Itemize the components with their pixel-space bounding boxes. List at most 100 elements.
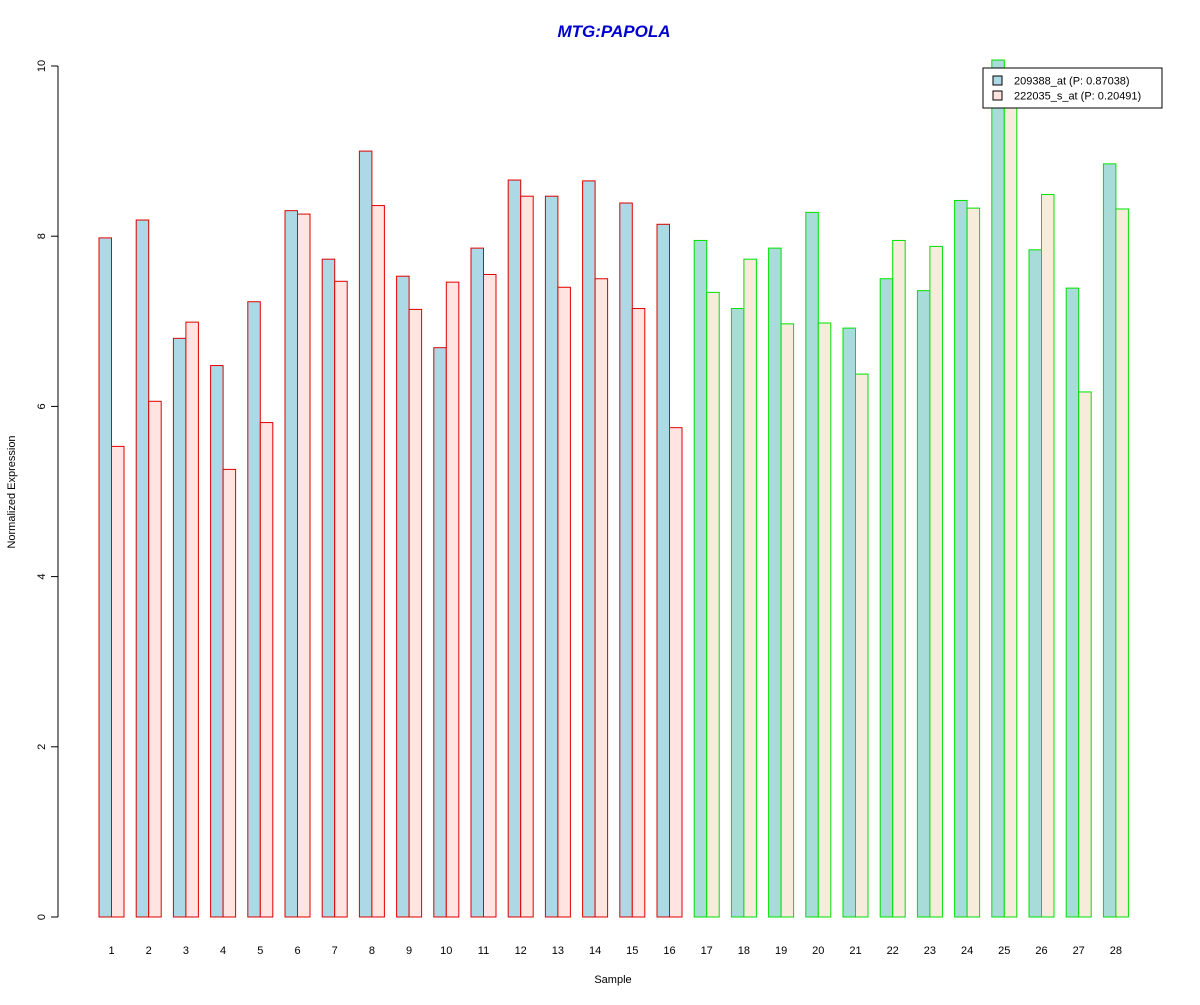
bar-222035-s-at xyxy=(594,278,609,918)
bar-209388-at xyxy=(656,223,670,918)
x-tick-label: 16 xyxy=(663,945,675,957)
y-tick-label: 0 xyxy=(36,914,48,920)
y-tick-label: 10 xyxy=(36,60,48,72)
bar-222035-s-at xyxy=(259,422,274,918)
bar-209388-at xyxy=(433,347,447,918)
bar-209388-at xyxy=(1065,287,1080,918)
x-tick-label: 10 xyxy=(440,945,452,957)
bar-222035-s-at xyxy=(483,273,497,918)
x-tick-label: 22 xyxy=(887,945,899,957)
x-tick-label: 27 xyxy=(1073,945,1085,957)
bars-layer xyxy=(98,59,1129,918)
x-tick-label: 28 xyxy=(1110,945,1122,957)
bar-222035-s-at xyxy=(929,245,943,918)
bar-209388-at xyxy=(321,258,336,918)
bar-222035-s-at xyxy=(334,280,348,918)
bar-222035-s-at xyxy=(297,213,311,918)
x-axis-label: Sample xyxy=(594,974,631,986)
x-tick-label: 5 xyxy=(257,945,263,957)
x-tick-label: 20 xyxy=(812,945,824,957)
chart-title: MTG:PAPOLA xyxy=(557,22,670,41)
bar-209388-at xyxy=(842,327,856,918)
bar-209388-at xyxy=(396,275,410,918)
bar-222035-s-at xyxy=(1003,91,1018,918)
bar-222035-s-at xyxy=(520,195,534,918)
bar-222035-s-at xyxy=(185,321,199,918)
x-tick-label: 6 xyxy=(294,945,300,957)
bar-222035-s-at xyxy=(222,468,237,918)
x-tick-label: 11 xyxy=(478,945,489,957)
x-tick-label: 8 xyxy=(369,945,375,957)
bar-222035-s-at xyxy=(445,281,460,918)
x-tick-label: 15 xyxy=(626,945,638,957)
legend-swatch xyxy=(992,75,1003,86)
bar-209388-at xyxy=(210,365,224,918)
x-tick-label: 18 xyxy=(738,945,750,957)
x-tick-label: 13 xyxy=(552,945,564,957)
bar-209388-at xyxy=(582,180,596,918)
bar-222035-s-at xyxy=(557,286,571,918)
bar-222035-s-at xyxy=(111,445,125,918)
bar-222035-s-at xyxy=(780,323,795,918)
legend-box xyxy=(982,67,1163,109)
bar-222035-s-at xyxy=(371,205,385,918)
y-tick-label: 4 xyxy=(36,574,48,580)
bar-222035-s-at xyxy=(966,207,981,918)
bar-209388-at xyxy=(284,210,298,918)
x-tick-label: 3 xyxy=(183,945,189,957)
x-tick-label: 21 xyxy=(849,945,861,957)
bar-222035-s-at xyxy=(1078,391,1092,918)
x-tick-label: 2 xyxy=(146,945,152,957)
bar-222035-s-at xyxy=(408,308,423,918)
x-tick-label: 17 xyxy=(701,945,713,957)
bar-222035-s-at xyxy=(892,239,906,918)
bar-209388-at xyxy=(768,247,782,918)
legend-swatch xyxy=(992,90,1003,101)
bar-222035-s-at xyxy=(817,322,832,918)
bar-209388-at xyxy=(916,290,931,918)
bar-209388-at xyxy=(358,150,373,918)
y-axis-label: Normalized Expression xyxy=(6,435,18,548)
bar-209388-at xyxy=(954,199,968,918)
x-tick-label: 14 xyxy=(589,945,601,957)
x-tick-labels: 1 2 3 4 5 6 7 8 9 10 11 12 13 14 15 16 17 18 19 20 21 22 23 24 2… xyxy=(108,945,1122,957)
bar-222035-s-at xyxy=(743,258,757,918)
y-axis: 0 2 4 6 8 10 xyxy=(36,60,59,920)
x-tick-label: 25 xyxy=(998,945,1010,957)
bar-222035-s-at xyxy=(1041,194,1055,918)
bar-209388-at xyxy=(693,239,708,918)
bar-222035-s-at xyxy=(631,308,646,918)
bar-222035-s-at xyxy=(669,427,683,918)
bar-209388-at xyxy=(991,59,1005,918)
bar-222035-s-at xyxy=(855,373,869,918)
x-tick-label: 24 xyxy=(961,945,973,957)
bar-222035-s-at xyxy=(706,291,720,918)
bar-209388-at xyxy=(730,308,745,918)
legend-label: 209388_at (P: 0.87038) xyxy=(1014,76,1130,88)
legend: 209388_at (P: 0.87038) 222035_s_at (P: 0.… xyxy=(982,67,1163,109)
x-tick-label: 12 xyxy=(515,945,527,957)
x-tick-label: 26 xyxy=(1035,945,1047,957)
legend-label: 222035_s_at (P: 0.20491) xyxy=(1014,91,1141,103)
bar-209388-at xyxy=(544,195,559,918)
bar-209388-at xyxy=(1028,249,1042,918)
bar-222035-s-at xyxy=(1115,208,1129,918)
x-tick-label: 4 xyxy=(220,945,226,957)
bar-209388-at xyxy=(879,278,894,918)
y-tick-label: 6 xyxy=(36,403,48,409)
bar-209388-at xyxy=(172,337,187,918)
bar-209388-at xyxy=(470,247,484,918)
bar-209388-at xyxy=(247,301,261,918)
bar-209388-at xyxy=(619,202,633,918)
bar-209388-at xyxy=(135,219,150,918)
bar-209388-at xyxy=(507,179,522,918)
y-tick-label: 8 xyxy=(36,233,48,239)
x-tick-label: 1 xyxy=(108,945,114,957)
y-tick-label: 2 xyxy=(36,744,48,750)
x-tick-label: 7 xyxy=(332,945,338,957)
bar-222035-s-at xyxy=(148,400,162,918)
x-tick-label: 19 xyxy=(775,945,787,957)
x-tick-label: 23 xyxy=(924,945,936,957)
